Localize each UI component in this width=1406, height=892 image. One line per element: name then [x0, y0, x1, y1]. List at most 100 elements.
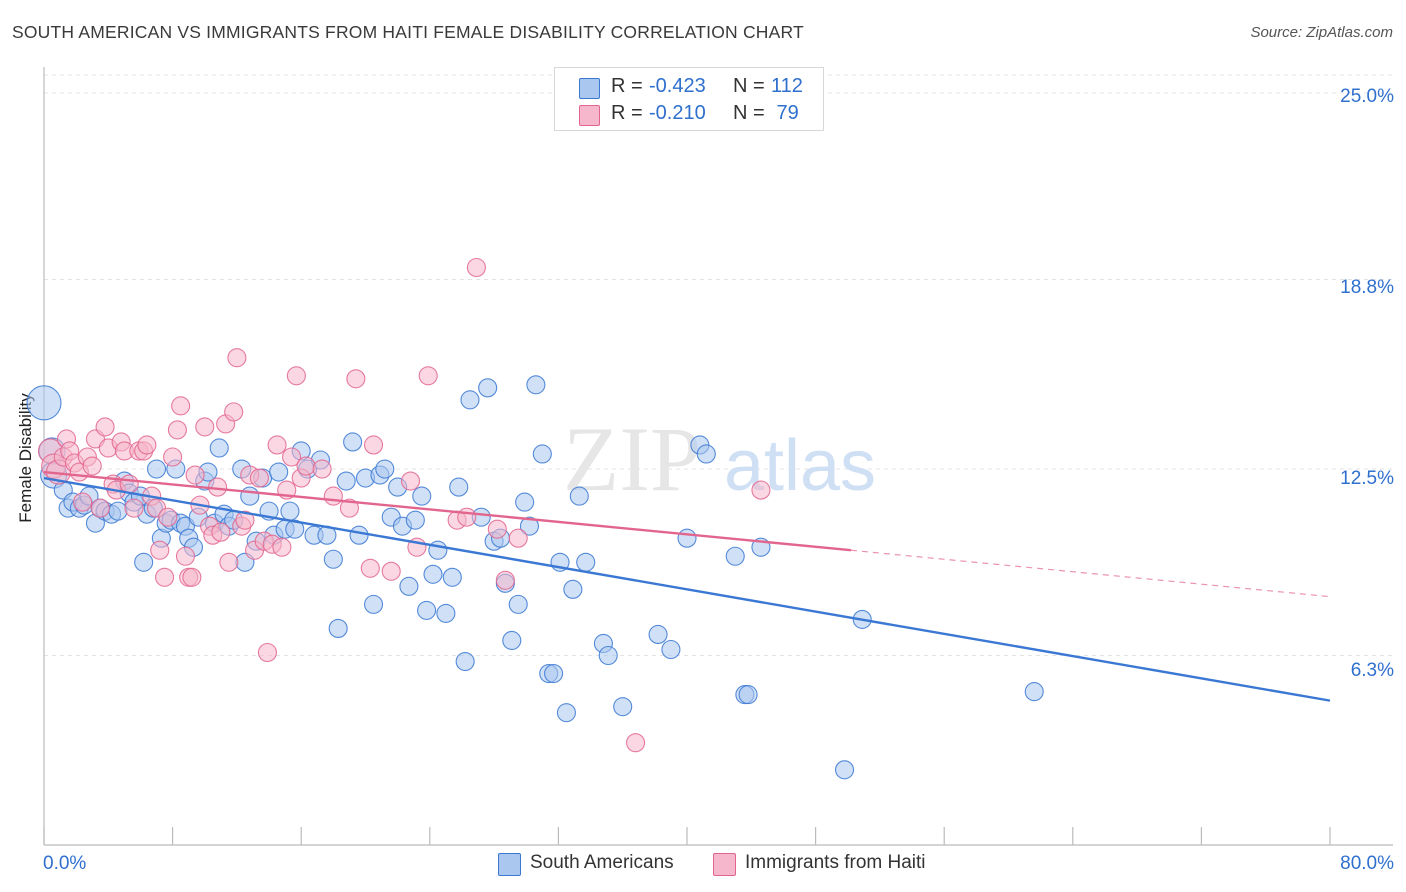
chart-title: SOUTH AMERICAN VS IMMIGRANTS FROM HAITI … — [12, 22, 804, 42]
n-value: 112 — [771, 75, 803, 97]
haiti-point — [224, 402, 244, 422]
stats-row-blue: R = -0.423 N = 112 — [555, 73, 823, 101]
source-credit: Source: ZipAtlas.com — [1250, 24, 1393, 41]
n-value: 79 — [771, 102, 799, 124]
haiti-point — [339, 498, 359, 518]
south-american-point — [108, 501, 128, 521]
haiti-trend-extension — [850, 549, 1331, 598]
south-american-point — [569, 486, 589, 506]
data-points — [26, 257, 1044, 780]
trend-lines — [43, 470, 1331, 702]
south-american-point — [455, 651, 475, 672]
legend-blue-swatch — [498, 853, 521, 876]
south-american-point — [343, 432, 363, 452]
haiti-point — [119, 474, 139, 494]
watermark: ZIP atlas — [563, 408, 876, 510]
haiti-point — [508, 528, 528, 548]
axes — [43, 67, 1393, 846]
south-american-point — [519, 516, 540, 536]
south-american-point — [323, 549, 343, 569]
south-american-point — [363, 594, 384, 614]
haiti-point — [323, 486, 343, 506]
haiti-point — [150, 540, 170, 560]
stats-box: R = -0.423 N = 112 R = -0.210 N = 79 — [554, 67, 824, 131]
south-american-point — [677, 528, 697, 548]
south-american-point — [563, 579, 583, 599]
south-american-point — [449, 477, 469, 497]
haiti-point — [267, 435, 287, 455]
legend-label: South Americans — [530, 852, 674, 873]
blue-swatch — [579, 78, 600, 99]
south-american-point — [146, 459, 167, 479]
n-label: N = — [733, 75, 765, 97]
y-tick: 6.3% — [1350, 660, 1394, 681]
haiti-point — [495, 570, 515, 590]
south-american-point — [544, 664, 564, 684]
pink-swatch — [579, 105, 600, 126]
haiti-point — [418, 366, 438, 386]
haiti-point — [487, 519, 507, 539]
south-american-point — [556, 703, 576, 723]
south-american-point — [405, 510, 425, 530]
legend-label: Immigrants from Haiti — [745, 852, 926, 873]
haiti-point — [457, 507, 477, 527]
haiti-point — [346, 369, 366, 389]
south-american-point — [613, 697, 633, 717]
haiti-point — [257, 642, 277, 663]
r-label: R = — [611, 75, 643, 97]
haiti-point — [163, 447, 183, 467]
stats-row-pink: R = -0.210 N = 79 — [555, 100, 823, 128]
south-american-point — [399, 576, 419, 596]
n-label: N = — [733, 102, 765, 124]
south-american-point — [696, 444, 716, 464]
haiti-point — [227, 348, 247, 368]
y-tick: 18.8% — [1340, 277, 1394, 298]
haiti-point — [286, 366, 306, 386]
south-american-point — [349, 525, 369, 545]
haiti-point — [73, 492, 93, 512]
haiti-point — [272, 537, 292, 557]
haiti-point — [249, 468, 269, 488]
haiti-point — [400, 471, 421, 491]
haiti-point — [167, 420, 187, 440]
south-american-point — [280, 501, 300, 521]
haiti-point — [282, 447, 302, 467]
x-tick-max: 80.0% — [1340, 853, 1394, 874]
south-american-point — [442, 567, 462, 587]
south-american-point — [269, 462, 289, 482]
south-american-point — [502, 630, 522, 651]
south-american-point — [134, 552, 154, 572]
haiti-point — [175, 546, 196, 566]
south-american-point — [532, 444, 552, 464]
haiti-point — [312, 459, 332, 479]
haiti-point — [95, 417, 115, 437]
legend-pink-swatch — [713, 853, 736, 876]
south-american-point — [478, 378, 498, 398]
haiti-point — [235, 510, 255, 530]
south-american-trend-line — [43, 476, 1331, 702]
watermark-atlas: atlas — [724, 426, 876, 506]
south-american-point — [240, 486, 260, 506]
haiti-point — [296, 456, 316, 476]
haiti-point — [195, 417, 215, 437]
haiti-point — [90, 498, 110, 518]
south-american-point — [328, 618, 348, 638]
south-american-point — [336, 471, 356, 491]
haiti-point — [219, 552, 239, 572]
haiti-point — [82, 456, 102, 476]
y-tick: 25.0% — [1340, 86, 1394, 107]
haiti-point — [158, 507, 178, 527]
r-value: -0.210 — [649, 102, 706, 124]
south-american-point — [598, 645, 618, 666]
south-american-point — [436, 603, 456, 623]
haiti-trend-line — [43, 470, 852, 552]
south-american-point — [209, 438, 229, 458]
r-value: -0.423 — [649, 75, 706, 97]
south-american-point — [834, 760, 855, 780]
haiti-point — [171, 396, 191, 416]
south-american-point — [508, 594, 528, 614]
south-american-point — [661, 639, 681, 660]
haiti-point — [124, 498, 144, 518]
haiti-point — [751, 480, 771, 500]
south-american-point — [285, 519, 305, 539]
